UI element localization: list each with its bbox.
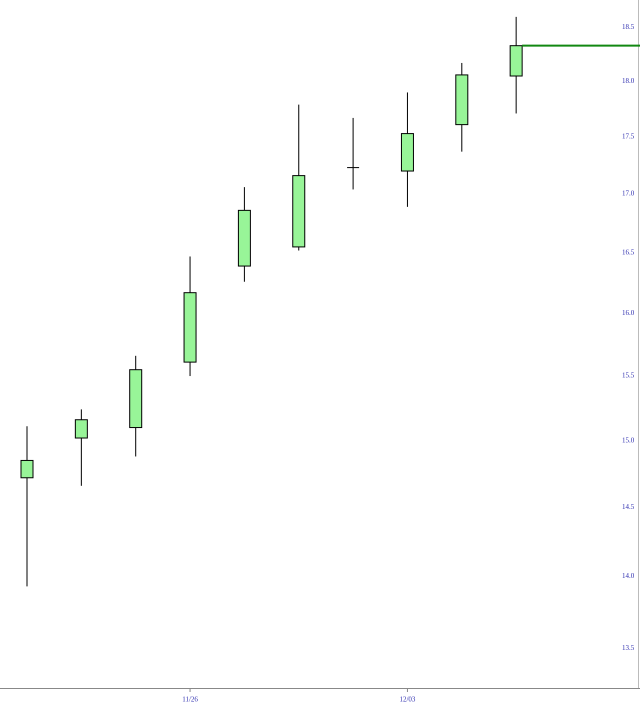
y-tick-label: 16.0 — [622, 309, 635, 317]
y-tick-label: 18.5 — [622, 23, 635, 31]
candle-body — [183, 292, 197, 363]
candle-body — [400, 133, 414, 172]
y-tick-label: 16.5 — [622, 248, 635, 256]
candle-body — [20, 459, 34, 479]
y-tick-label: 18.0 — [622, 77, 635, 85]
y-tick-label: 17.0 — [622, 190, 635, 198]
y-tick-label: 14.0 — [622, 572, 635, 580]
candle-body — [292, 175, 306, 248]
candle-body — [237, 209, 251, 267]
candle-body — [74, 419, 88, 439]
candle-body — [509, 45, 523, 77]
y-tick-label: 14.5 — [622, 503, 635, 511]
candle-body — [129, 369, 143, 429]
y-tick-label: 13.5 — [622, 644, 635, 652]
x-tick-label: 11/26 — [182, 696, 198, 704]
x-tick-label: 12/03 — [399, 696, 415, 704]
y-tick-label: 15.0 — [622, 436, 635, 444]
y-tick-label: 15.5 — [622, 372, 635, 380]
y-tick-label: 17.5 — [622, 133, 635, 141]
candle-body — [455, 74, 469, 126]
